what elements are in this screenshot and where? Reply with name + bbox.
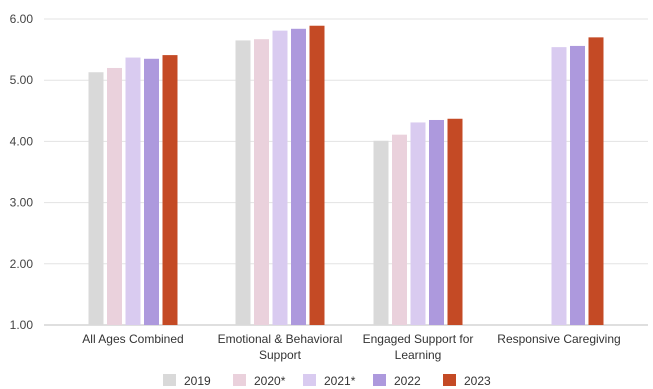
y-axis: 1.00 2.00 3.00 4.00 5.00 6.00 bbox=[10, 12, 34, 332]
legend-swatch bbox=[443, 374, 456, 386]
legend-swatch bbox=[303, 374, 316, 386]
bar bbox=[125, 57, 141, 325]
legend-swatch bbox=[163, 374, 176, 386]
bar bbox=[429, 119, 444, 325]
y-tick-label: 3.00 bbox=[10, 196, 34, 210]
legend-label: 2022 bbox=[394, 374, 421, 388]
category-label: Responsive Caregiving bbox=[497, 332, 620, 346]
bar bbox=[88, 72, 104, 325]
bar bbox=[588, 37, 604, 326]
bar bbox=[373, 140, 389, 325]
bars bbox=[88, 25, 604, 326]
legend-label: 2019 bbox=[184, 374, 211, 388]
legend-label: 2020* bbox=[254, 374, 286, 388]
bar bbox=[447, 118, 463, 325]
category-label: All Ages Combined bbox=[82, 332, 183, 346]
y-tick-label: 6.00 bbox=[10, 12, 34, 26]
y-tick-label: 2.00 bbox=[10, 257, 34, 271]
legend: 2019 2020* 2021* 2022 2023 bbox=[163, 374, 491, 388]
category-label: Learning bbox=[395, 348, 442, 362]
bar bbox=[254, 39, 269, 326]
category-label: Emotional & Behavioral bbox=[218, 332, 343, 346]
bar bbox=[291, 28, 306, 326]
category-label: Engaged Support for bbox=[363, 332, 474, 346]
y-tick-label: 1.00 bbox=[10, 318, 34, 332]
bar bbox=[551, 47, 567, 325]
bar bbox=[392, 134, 407, 325]
legend-swatch bbox=[233, 374, 246, 386]
bar bbox=[309, 25, 325, 326]
bar bbox=[144, 58, 159, 325]
bar bbox=[410, 122, 426, 325]
legend-label: 2021* bbox=[324, 374, 356, 388]
category-label: Support bbox=[259, 348, 302, 362]
bar bbox=[235, 40, 251, 326]
bar bbox=[107, 67, 122, 326]
y-tick-label: 5.00 bbox=[10, 73, 34, 87]
bar bbox=[162, 55, 178, 325]
bar bbox=[570, 45, 585, 325]
x-axis: All Ages Combined Emotional & Behavioral S… bbox=[82, 332, 620, 362]
legend-label: 2023 bbox=[464, 374, 491, 388]
y-tick-label: 4.00 bbox=[10, 134, 34, 148]
legend-swatch bbox=[373, 374, 386, 386]
bar bbox=[272, 30, 288, 326]
